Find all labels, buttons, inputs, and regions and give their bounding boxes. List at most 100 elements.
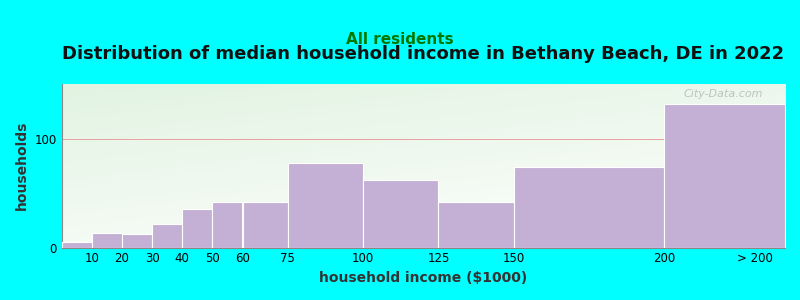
Bar [62,209,785,210]
Bar [62,198,785,199]
Bar [62,161,785,162]
Bar [62,195,785,196]
Bar [62,224,785,225]
Bar [62,139,785,140]
Bar [62,145,785,146]
Bar [363,180,438,248]
Bar [62,106,785,107]
Bar [62,122,785,123]
Bar [62,93,785,94]
Bar [62,100,785,101]
Bar [62,164,785,165]
Bar [62,183,785,184]
Bar [62,242,92,248]
Bar [62,101,785,102]
Bar [62,170,785,171]
Bar [62,232,785,233]
Bar [92,233,122,248]
Bar [62,225,785,226]
Bar [242,202,288,247]
Bar [62,111,785,112]
Bar [62,115,785,116]
Bar [62,217,785,218]
Bar [62,222,785,223]
X-axis label: household income ($1000): household income ($1000) [319,271,527,285]
Bar [62,218,785,219]
Bar [62,116,785,117]
Bar [62,158,785,159]
Bar [212,202,242,247]
Bar [62,105,785,106]
Bar [62,156,785,157]
Bar [62,229,785,230]
Bar [62,238,785,239]
Bar [62,155,785,156]
Bar [62,237,785,238]
Bar [62,173,785,174]
Bar [62,131,785,132]
Bar [62,245,785,246]
Text: All residents: All residents [346,32,454,46]
Bar [62,159,785,160]
Bar [62,174,785,175]
Bar [62,221,785,222]
Bar [62,231,785,232]
Bar [62,135,785,136]
Bar [62,172,785,173]
Bar [62,104,785,105]
Bar [62,102,785,103]
Text: City-Data.com: City-Data.com [684,89,763,99]
Bar [62,185,785,186]
Bar [62,133,785,134]
Bar [62,188,785,189]
Bar [62,234,785,235]
Bar [62,142,785,143]
Bar [62,92,785,93]
Bar [62,130,785,131]
Bar [62,240,785,241]
Bar [62,163,785,164]
Bar [62,118,785,119]
Bar [62,162,785,163]
Bar [62,160,785,161]
Bar [62,241,785,242]
Bar [62,236,785,237]
Bar [62,243,785,244]
Bar [62,141,785,142]
Bar [62,177,785,178]
Bar [62,202,785,203]
Bar [62,140,785,141]
Bar [62,176,785,177]
Bar [62,227,785,228]
Bar [62,165,785,166]
Bar [62,90,785,91]
Bar [62,230,785,231]
Bar [62,169,785,170]
Bar [62,148,785,149]
Bar [62,213,785,214]
Bar [62,103,785,104]
Y-axis label: households: households [15,121,29,211]
Bar [62,180,785,181]
Bar [62,168,785,169]
Title: Distribution of median household income in Bethany Beach, DE in 2022: Distribution of median household income … [62,45,784,63]
Bar [62,114,785,115]
Bar [514,167,665,248]
Bar [62,187,785,188]
Bar [62,110,785,111]
Bar [62,239,785,240]
Bar [62,210,785,211]
Bar [62,244,785,245]
Bar [62,184,785,185]
Bar [62,94,785,95]
Bar [62,86,785,87]
Bar [62,127,785,128]
Bar [62,97,785,98]
Bar [62,134,785,135]
Bar [62,85,785,86]
Bar [62,214,785,215]
Bar [62,150,785,151]
Bar [438,202,514,247]
Bar [62,88,785,89]
Bar [62,91,785,92]
